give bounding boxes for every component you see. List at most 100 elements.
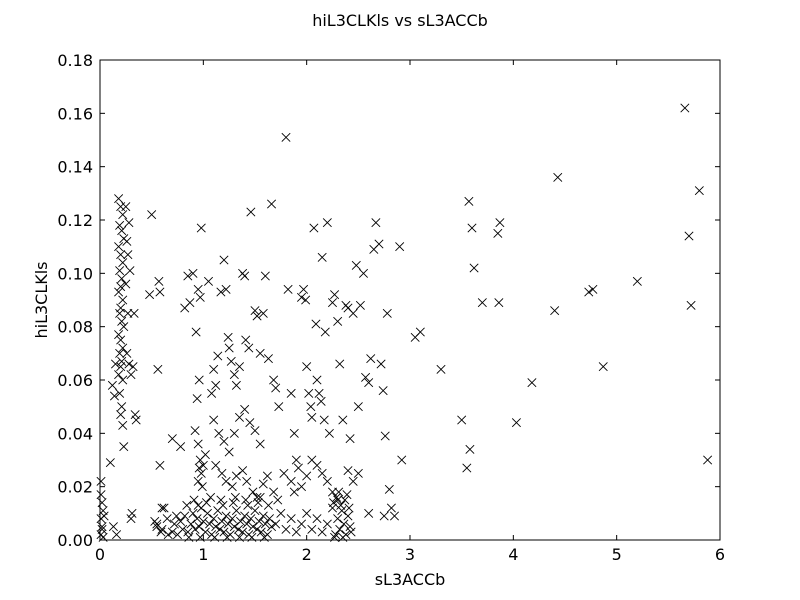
data-point	[256, 527, 266, 537]
data-point	[230, 492, 240, 502]
data-point	[309, 223, 319, 233]
data-point	[116, 282, 126, 292]
data-point	[219, 436, 229, 446]
data-point	[155, 287, 165, 297]
data-point	[457, 415, 467, 425]
data-point	[99, 511, 109, 521]
data-point	[464, 196, 474, 206]
data-point	[262, 471, 272, 481]
data-point	[200, 450, 210, 460]
data-point	[216, 495, 226, 505]
data-point	[126, 514, 136, 524]
data-point	[269, 487, 279, 497]
data-point	[196, 223, 206, 233]
data-point	[263, 354, 273, 364]
data-point	[493, 228, 503, 238]
data-point	[283, 284, 293, 294]
data-point	[495, 218, 505, 228]
data-point	[330, 290, 340, 300]
data-point	[260, 271, 270, 281]
data-point	[243, 500, 253, 510]
data-point	[312, 460, 322, 470]
data-point	[195, 292, 205, 302]
data-point	[436, 364, 446, 374]
x-tick-label: 3	[405, 545, 415, 564]
data-point	[415, 327, 425, 337]
data-point	[217, 468, 227, 478]
data-point	[127, 508, 137, 518]
data-point	[207, 388, 217, 398]
data-point	[248, 487, 258, 497]
data-point	[293, 463, 303, 473]
data-point	[327, 503, 338, 513]
data-point	[322, 218, 332, 228]
data-point	[343, 466, 353, 476]
data-point	[248, 522, 258, 532]
data-point	[167, 527, 177, 537]
x-tick-label: 0	[95, 545, 105, 564]
data-point	[477, 298, 487, 308]
data-point	[119, 442, 129, 452]
data-point	[467, 223, 477, 233]
data-point	[395, 242, 405, 252]
data-point	[324, 428, 334, 438]
data-point	[317, 468, 327, 478]
y-axis: 0.00 0.02 0.04 0.06 0.08 0.10 0.12 0.14 0.16 0.18	[57, 51, 720, 550]
data-point	[115, 220, 125, 230]
data-point	[343, 511, 353, 521]
data-point	[462, 463, 472, 473]
data-point	[245, 418, 255, 428]
data-point	[118, 295, 128, 305]
data-point	[194, 463, 204, 473]
data-point	[221, 511, 231, 521]
data-point	[241, 495, 251, 505]
data-point	[180, 511, 190, 521]
data-point	[224, 447, 234, 457]
data-point	[96, 476, 106, 486]
data-point	[299, 284, 309, 294]
data-point	[348, 308, 358, 318]
data-point	[258, 511, 268, 521]
data-point	[118, 343, 128, 353]
data-point	[246, 514, 256, 524]
data-point	[162, 514, 172, 524]
data-point	[183, 527, 193, 537]
data-point	[274, 402, 284, 412]
data-point	[231, 380, 241, 390]
data-point	[304, 388, 314, 398]
data-point	[260, 519, 270, 529]
data-point	[291, 527, 301, 537]
data-point	[378, 386, 388, 396]
data-point	[250, 426, 260, 436]
x-tick-label: 1	[198, 545, 208, 564]
data-point	[209, 415, 219, 425]
data-point	[114, 287, 124, 297]
data-point	[327, 298, 338, 308]
data-point	[269, 375, 279, 385]
data-point	[154, 276, 164, 286]
data-point	[332, 492, 342, 502]
data-point	[550, 306, 560, 316]
data-point	[588, 284, 598, 294]
data-point	[193, 500, 203, 510]
data-point	[121, 279, 131, 289]
data-point	[189, 495, 199, 505]
data-point	[152, 522, 162, 532]
data-point	[258, 479, 268, 489]
data-point	[336, 500, 346, 510]
data-point	[194, 522, 204, 532]
data-point	[116, 362, 126, 372]
data-point	[201, 498, 211, 508]
data-point	[193, 284, 203, 294]
x-tick-label: 5	[612, 545, 622, 564]
data-point	[231, 506, 241, 516]
data-point	[386, 503, 396, 513]
x-axis-label: sL3ACCb	[375, 570, 446, 589]
data-point	[118, 258, 128, 268]
data-point	[121, 202, 131, 212]
data-point	[115, 388, 125, 398]
data-point	[338, 415, 348, 425]
data-point	[115, 308, 125, 318]
y-tick-label: 0.10	[57, 264, 93, 283]
data-point	[346, 527, 356, 537]
